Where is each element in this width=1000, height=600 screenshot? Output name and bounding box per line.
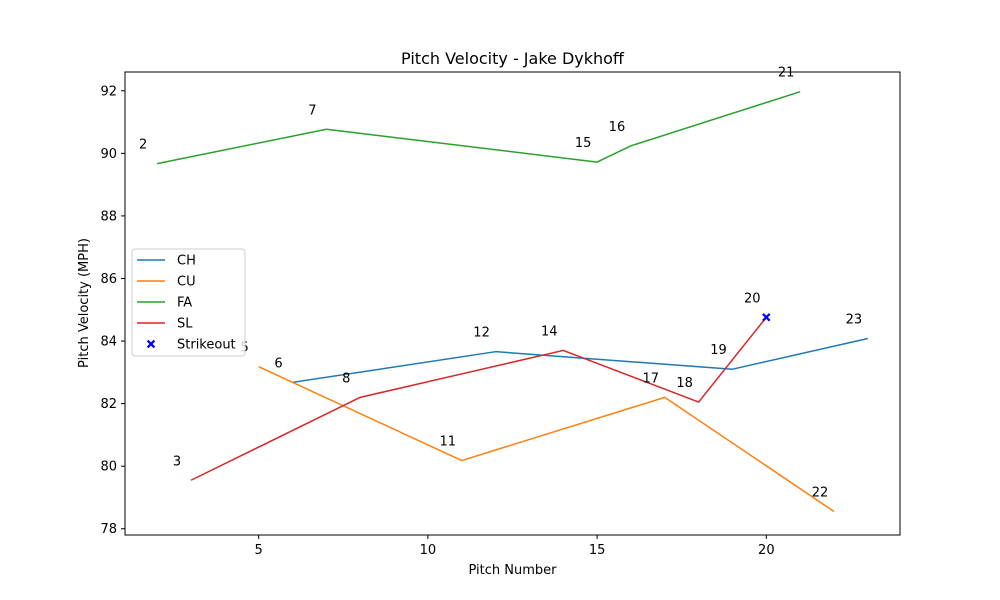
point-label: 11 <box>439 435 456 450</box>
y-tick-label: 82 <box>100 397 117 412</box>
y-tick-label: 84 <box>100 335 117 350</box>
y-tick-label: 92 <box>100 84 117 99</box>
x-axis-label: Pitch Number <box>468 563 557 578</box>
legend-swatch-strikeout <box>146 339 156 349</box>
series-line-fa <box>157 90 801 165</box>
point-label: 19 <box>710 343 727 358</box>
point-label: 6 <box>274 356 282 371</box>
point-label: 2 <box>139 138 147 153</box>
point-label: 15 <box>575 136 592 151</box>
x-tick-label: 10 <box>420 543 437 558</box>
point-label: 3 <box>173 454 181 469</box>
legend: CH CU FA SL Strikeout <box>131 248 246 357</box>
y-tick-label: 78 <box>100 522 117 537</box>
y-tick-label: 90 <box>100 147 117 162</box>
point-label: 8 <box>342 371 350 386</box>
plot-area: 235678111214151617181920212223 <box>139 66 869 513</box>
point-label: 17 <box>643 371 660 386</box>
y-tick-label: 86 <box>100 272 117 287</box>
y-axis-label: Pitch Velocity (MPH) <box>77 238 92 368</box>
legend-label: FA <box>177 296 192 311</box>
y-tick-label: 80 <box>100 460 117 475</box>
point-label: 14 <box>541 324 558 339</box>
point-label: 18 <box>676 376 693 391</box>
strikeout-marker <box>762 313 771 322</box>
point-label: 23 <box>846 313 863 328</box>
legend-box <box>131 248 246 357</box>
x-tick-label: 15 <box>589 543 606 558</box>
series-line-ch <box>292 337 869 384</box>
legend-label: CU <box>177 275 196 290</box>
point-label: 7 <box>308 103 316 118</box>
point-label: 21 <box>778 66 795 81</box>
point-label: 16 <box>609 120 626 135</box>
x-tick-label: 20 <box>758 543 775 558</box>
x-tick-label: 5 <box>255 543 263 558</box>
point-label: 20 <box>744 291 761 306</box>
legend-label: Strikeout <box>177 338 236 353</box>
point-label: 22 <box>812 486 829 501</box>
x-axis: 5 10 15 20 <box>255 535 775 558</box>
point-label: 12 <box>473 326 490 341</box>
y-tick-label: 88 <box>100 209 117 224</box>
plot-frame <box>124 71 901 536</box>
legend-label: CH <box>177 254 196 269</box>
series-line-sl <box>190 316 767 481</box>
y-axis: 78 80 82 84 86 88 90 92 <box>100 84 125 537</box>
series-line-cu <box>258 366 835 513</box>
chart-title: Pitch Velocity - Jake Dykhoff <box>401 49 625 68</box>
legend-label: SL <box>177 317 193 332</box>
